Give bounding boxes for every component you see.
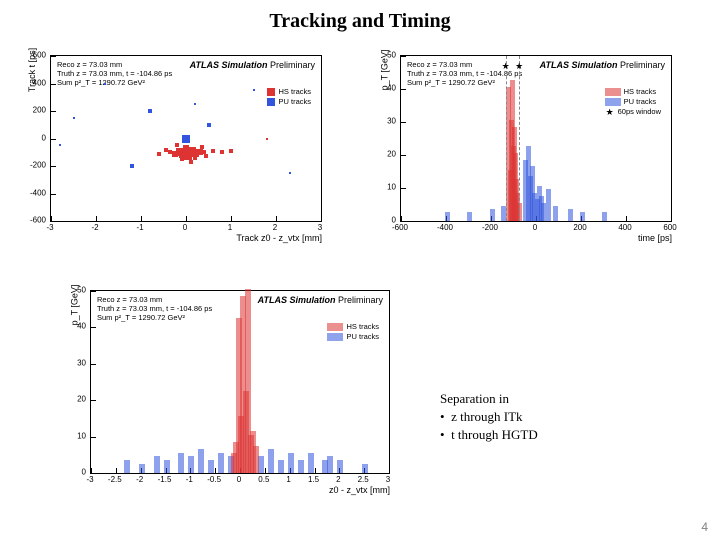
info-line3: Sum p²_T = 1290.72 GeV² — [57, 78, 172, 87]
atlas-label: ATLAS Simulation — [540, 60, 618, 70]
z-xlabel: z0 - z_vtx [mm] — [329, 485, 390, 495]
separation-note: Separation in • z through ITk • t throug… — [440, 390, 538, 445]
star-icon: ★ — [605, 108, 615, 116]
separation-bullet2: • t through HGTD — [440, 426, 538, 444]
legend-pu: PU tracks — [605, 97, 661, 106]
info-line1: Reco z = 73.03 mm — [57, 60, 172, 69]
legend-hs: HS tracks — [327, 322, 379, 331]
prelim-label: Preliminary — [617, 60, 665, 70]
scatter-chart: Track t [ps] Reco z = 73.03 mm Truth z =… — [50, 55, 322, 222]
separation-bullet1: • z through ITk — [440, 408, 538, 426]
legend-window: ★60ps window — [605, 107, 661, 116]
legend-pu: PU tracks — [327, 332, 379, 341]
info-line2: Truth z = 73.03 mm, t = -104.86 ps — [97, 304, 212, 313]
time-histogram: p_T [GeV] Reco z = 73.03 mm Truth z = 73… — [400, 55, 672, 222]
legend-hs: HS tracks — [267, 87, 311, 96]
prelim-label: Preliminary — [267, 60, 315, 70]
scatter-xlabel: Track z0 - z_vtx [mm] — [236, 233, 322, 243]
prelim-label: Preliminary — [335, 295, 383, 305]
info-line1: Reco z = 73.03 mm — [97, 295, 212, 304]
legend: HS tracks PU tracks — [327, 321, 379, 342]
page-number: 4 — [701, 520, 708, 534]
atlas-label: ATLAS Simulation — [258, 295, 336, 305]
sim-label: ATLAS Simulation Preliminary — [258, 295, 383, 305]
atlas-label: ATLAS Simulation — [190, 60, 268, 70]
legend-hs: HS tracks — [605, 87, 661, 96]
time-xlabel: time [ps] — [638, 233, 672, 243]
info-block: Reco z = 73.03 mm Truth z = 73.03 mm, t … — [57, 60, 172, 87]
page-title: Tracking and Timing — [0, 0, 720, 37]
sim-label: ATLAS Simulation Preliminary — [540, 60, 665, 70]
z-histogram: p_T [GeV] Reco z = 73.03 mm Truth z = 73… — [90, 290, 390, 474]
separation-heading: Separation in — [440, 390, 538, 408]
legend: HS tracks PU tracks ★60ps window — [605, 86, 661, 117]
info-line2: Truth z = 73.03 mm, t = -104.86 ps — [57, 69, 172, 78]
legend-pu: PU tracks — [267, 97, 311, 106]
info-block: Reco z = 73.03 mm Truth z = 73.03 mm, t … — [97, 295, 212, 322]
legend: HS tracks PU tracks — [267, 86, 311, 107]
sim-label: ATLAS Simulation Preliminary — [190, 60, 315, 70]
info-line3: Sum p²_T = 1290.72 GeV² — [97, 313, 212, 322]
